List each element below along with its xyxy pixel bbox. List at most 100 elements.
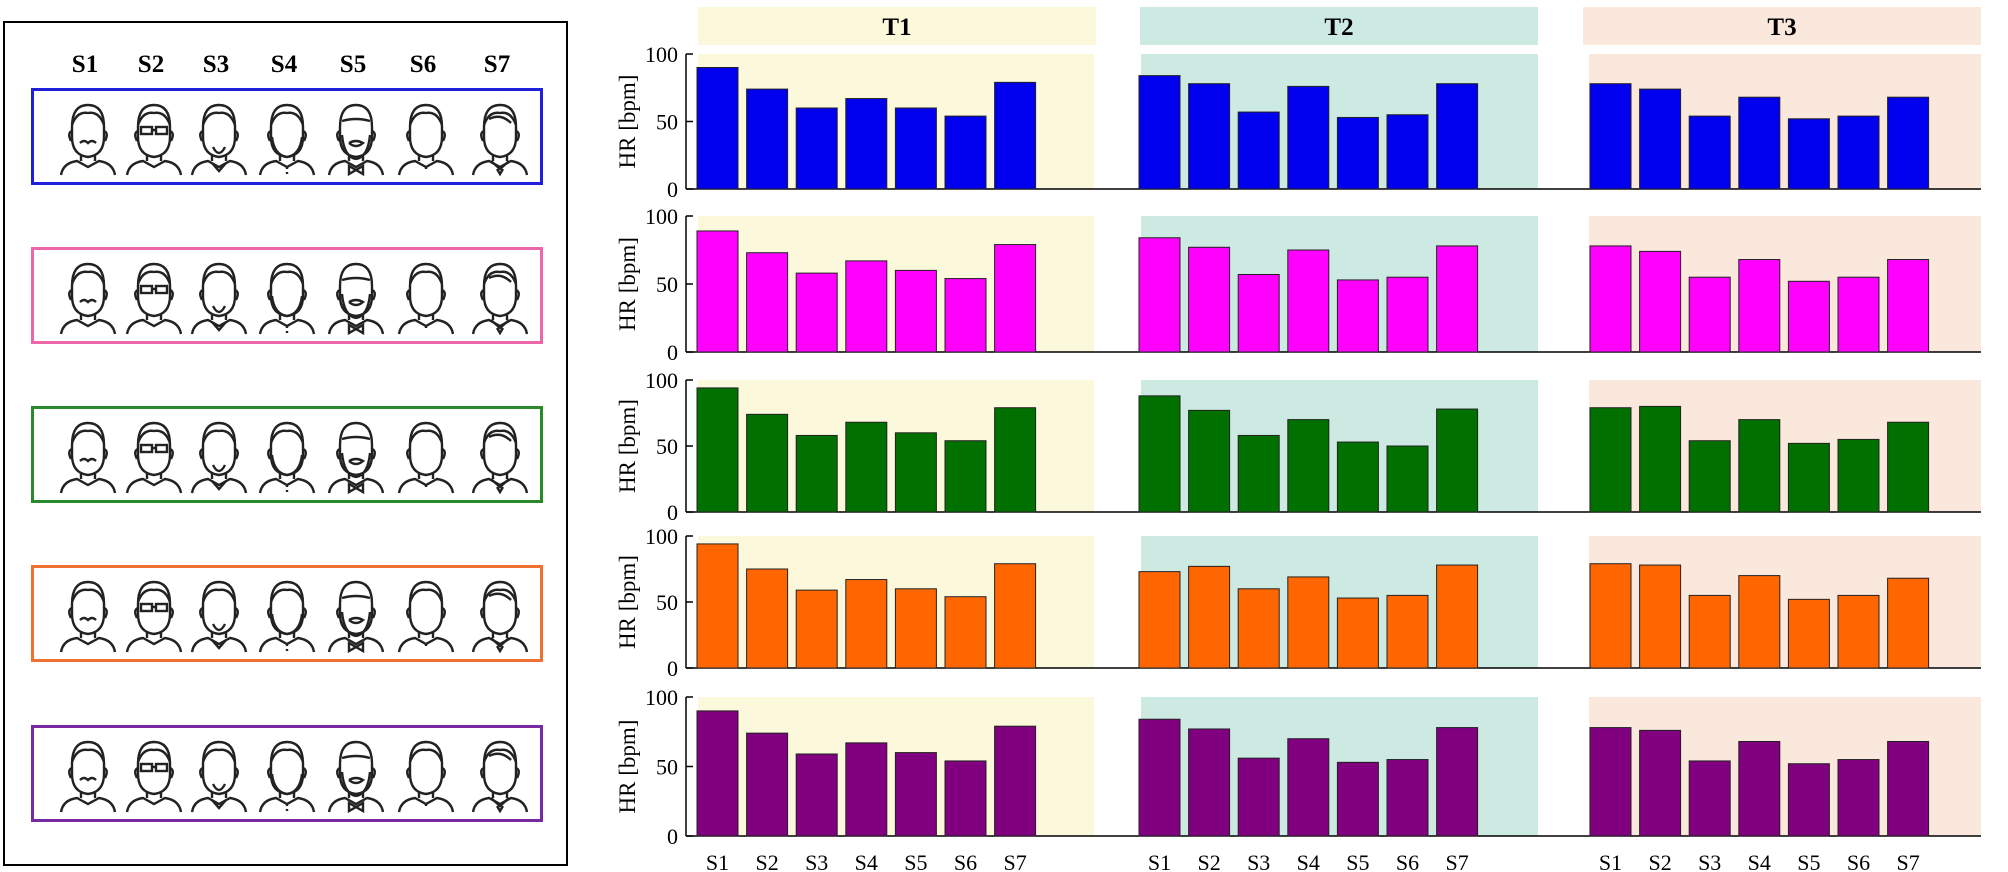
beard-icon xyxy=(258,97,316,182)
bar-row3-t3-s1 xyxy=(1589,407,1632,513)
plain-icon xyxy=(397,734,455,819)
bar-row2-t3-s1 xyxy=(1589,245,1632,353)
y-tick-label: 100 xyxy=(645,685,678,710)
x-tick-label-t2-s7: S7 xyxy=(1445,850,1468,872)
tie-icon xyxy=(471,256,529,341)
bar-row4-t1-s6 xyxy=(944,596,987,669)
mustache-icon xyxy=(59,574,117,659)
y-tick-label: 50 xyxy=(656,272,678,297)
y-axis-label-row3: HR [bpm] xyxy=(615,399,640,493)
bar-row3-t2-s6 xyxy=(1386,445,1429,513)
tie-icon xyxy=(471,415,529,500)
bar-row5-t3-s6 xyxy=(1837,759,1880,837)
bar-row1-t3-s2 xyxy=(1639,88,1682,190)
bar-row2-t2-s3 xyxy=(1237,273,1280,353)
bar-row4-t2-s3 xyxy=(1237,588,1280,669)
y-axis-label-row1: HR [bpm] xyxy=(615,75,640,169)
bar-row4-t1-s4 xyxy=(845,579,888,669)
goatee-icon xyxy=(190,256,248,341)
bar-row1-t2-s6 xyxy=(1386,114,1429,190)
tie-icon xyxy=(471,97,529,182)
x-tick-label-t1-s4: S4 xyxy=(855,850,878,872)
mustache-icon xyxy=(59,256,117,341)
subject-header-s6: S6 xyxy=(409,51,437,78)
bar-row1-t2-s3 xyxy=(1237,111,1280,190)
bar-row3-t3-s4 xyxy=(1738,419,1781,513)
bar-row3-t1-s7 xyxy=(994,407,1037,513)
bald-beard-icon xyxy=(327,415,385,500)
bald-beard-icon xyxy=(327,97,385,182)
x-tick-label-t2-s3: S3 xyxy=(1247,850,1270,872)
bar-row2-t1-s7 xyxy=(994,244,1037,353)
bar-row4-t3-s4 xyxy=(1738,575,1781,669)
x-tick-label-t3-s4: S4 xyxy=(1748,850,1771,872)
bar-row5-t1-s3 xyxy=(795,753,838,837)
y-axis-label-row2: HR [bpm] xyxy=(615,237,640,331)
bar-row4-t1-s3 xyxy=(795,589,838,669)
bar-row2-t1-s2 xyxy=(746,252,789,353)
bar-row3-t3-s3 xyxy=(1688,440,1731,513)
bar-row1-t1-s5 xyxy=(894,107,937,190)
bar-row5-t1-s4 xyxy=(845,742,888,837)
bar-row3-t2-s4 xyxy=(1287,419,1330,513)
bar-row4-t1-s5 xyxy=(894,588,937,669)
plain-icon xyxy=(397,256,455,341)
bar-row3-t1-s4 xyxy=(845,421,888,513)
plain-icon xyxy=(397,97,455,182)
x-tick-label-t3-s6: S6 xyxy=(1847,850,1870,872)
group-title-t3: T3 xyxy=(1767,14,1796,41)
bar-row4-t3-s6 xyxy=(1837,594,1880,669)
bar-row1-t1-s1 xyxy=(696,67,739,190)
bar-row1-t3-s6 xyxy=(1837,115,1880,190)
bald-beard-icon xyxy=(327,734,385,819)
y-tick-label: 100 xyxy=(645,524,678,549)
bar-row1-t2-s7 xyxy=(1436,83,1479,190)
y-tick-label: 0 xyxy=(667,340,678,365)
bar-row4-t3-s5 xyxy=(1787,598,1830,669)
y-axis-label-row4: HR [bpm] xyxy=(615,555,640,649)
x-tick-label-t1-s3: S3 xyxy=(805,850,828,872)
glasses-icon xyxy=(125,415,183,500)
bar-row5-t1-s6 xyxy=(944,760,987,837)
bar-row2-t3-s4 xyxy=(1738,259,1781,353)
x-tick-label-t2-s2: S2 xyxy=(1197,850,1220,872)
plain-icon xyxy=(397,415,455,500)
bar-row3-t2-s2 xyxy=(1188,409,1231,513)
plain-icon xyxy=(397,574,455,659)
y-tick-label: 100 xyxy=(645,368,678,393)
bar-row5-t1-s1 xyxy=(696,710,739,837)
subject-header-s1: S1 xyxy=(71,51,99,78)
group-header-bg-t2 xyxy=(1140,7,1538,45)
bar-row3-t1-s3 xyxy=(795,434,838,513)
x-tick-label-t1-s5: S5 xyxy=(904,850,927,872)
bar-row2-t3-s7 xyxy=(1887,259,1930,353)
bar-row1-t1-s7 xyxy=(994,81,1037,190)
bar-row5-t2-s1 xyxy=(1138,718,1181,837)
bar-row1-t1-s4 xyxy=(845,98,888,190)
bar-row2-t3-s6 xyxy=(1837,276,1880,353)
bar-row3-t1-s2 xyxy=(746,413,789,513)
x-tick-label-t1-s6: S6 xyxy=(954,850,977,872)
bar-row1-t3-s4 xyxy=(1738,96,1781,190)
goatee-icon xyxy=(190,734,248,819)
bar-row4-t2-s5 xyxy=(1336,597,1379,669)
bar-row5-t3-s3 xyxy=(1688,760,1731,837)
bar-row2-t2-s4 xyxy=(1287,249,1330,353)
bar-row5-t3-s5 xyxy=(1787,763,1830,837)
y-tick-label: 50 xyxy=(656,434,678,459)
legend-box-condition-1 xyxy=(31,88,543,185)
bar-row2-t3-s3 xyxy=(1688,276,1731,353)
beard-icon xyxy=(258,734,316,819)
x-tick-label-t2-s5: S5 xyxy=(1346,850,1369,872)
subject-legend-panel: S1 S2 S3 S4 S5 S6 S7 xyxy=(3,21,568,866)
bar-row1-t2-s1 xyxy=(1138,75,1181,190)
legend-box-condition-2 xyxy=(31,247,543,344)
bar-row5-t2-s5 xyxy=(1336,761,1379,837)
bar-row5-t2-s2 xyxy=(1188,728,1231,837)
beard-icon xyxy=(258,415,316,500)
bald-beard-icon xyxy=(327,574,385,659)
glasses-icon xyxy=(125,256,183,341)
y-tick-label: 0 xyxy=(667,824,678,849)
bar-row5-t3-s7 xyxy=(1887,740,1930,837)
bald-beard-icon xyxy=(327,256,385,341)
